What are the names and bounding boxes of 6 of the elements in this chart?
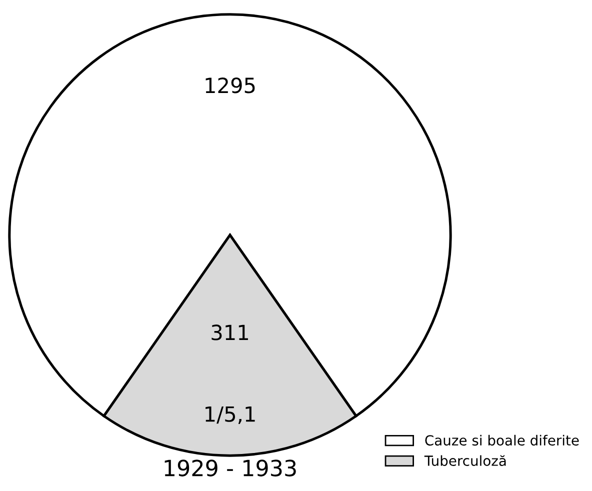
text: 1/5,1 <box>206 406 255 424</box>
text: 1929 - 1933 <box>164 460 296 476</box>
legend-label: Cauze si boale diferite <box>425 434 579 446</box>
data-label: 311 <box>212 324 248 340</box>
data-label: 1295 <box>206 77 255 94</box>
legend-label: Tuberculoză <box>424 455 506 466</box>
